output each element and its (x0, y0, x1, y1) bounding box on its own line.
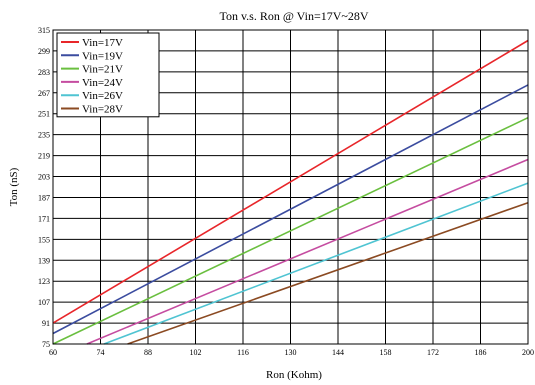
legend-label: Vin=19V (82, 50, 123, 62)
series-line-vin24v (86, 158, 529, 345)
series-line-vin19v (52, 84, 529, 335)
y-tick-label: 235 (38, 131, 50, 140)
y-tick-label: 251 (38, 110, 50, 119)
legend-label: Vin=21V (82, 64, 123, 76)
x-tick-label: 200 (522, 348, 534, 357)
chart-title: Ton v.s. Ron @ Vin=17V~28V (219, 9, 368, 23)
series-line-vin26v (103, 182, 529, 345)
x-tick-label: 116 (237, 348, 249, 357)
legend-label: Vin=26V (82, 90, 123, 102)
x-tick-label: 158 (380, 348, 392, 357)
legend-box (56, 32, 160, 118)
y-tick-label: 283 (38, 68, 50, 77)
x-tick-label: 144 (332, 348, 344, 357)
legend-label: Vin=17V (82, 37, 123, 49)
y-tick-label: 171 (38, 214, 50, 223)
legend-label: Vin=28V (82, 104, 123, 116)
x-axis-label: Ron (Kohm) (266, 369, 322, 381)
y-tick-label: 299 (38, 47, 50, 56)
x-tick-label: 60 (49, 348, 57, 357)
y-tick-label: 203 (38, 173, 50, 182)
plot-frame (52, 29, 529, 345)
y-tick-label: 123 (38, 277, 50, 286)
series-lines (52, 39, 529, 345)
x-tick-label: 172 (427, 348, 439, 357)
series-line-vin21v (52, 116, 529, 345)
x-tick-label: 88 (144, 348, 152, 357)
x-tick-label: 102 (190, 348, 202, 357)
x-tick-label: 130 (285, 348, 297, 357)
y-tick-label: 155 (38, 235, 50, 244)
y-tick-labels: 75 91 107 123 139 155 171 187 203 219 235 251 267 283… (38, 26, 50, 349)
y-tick-label: 267 (38, 89, 50, 98)
x-tick-label: 74 (97, 348, 105, 357)
x-tick-label: 186 (475, 348, 487, 357)
y-tick-label: 139 (38, 256, 50, 265)
series-line-vin28v (127, 201, 529, 345)
y-tick-label: 219 (38, 152, 50, 161)
series-line-vin17v (52, 39, 529, 324)
y-axis-label: Ton (nS) (8, 167, 20, 206)
y-tick-label: 91 (42, 319, 50, 328)
legend-label: Vin=24V (82, 77, 123, 89)
y-tick-label: 315 (38, 26, 50, 35)
y-tick-label: 187 (38, 193, 50, 202)
y-tick-label: 75 (42, 340, 50, 349)
x-tick-labels: 60 74 88 102 116 130 144 158 172 186 200 (49, 348, 534, 357)
y-tick-label: 107 (38, 298, 50, 307)
